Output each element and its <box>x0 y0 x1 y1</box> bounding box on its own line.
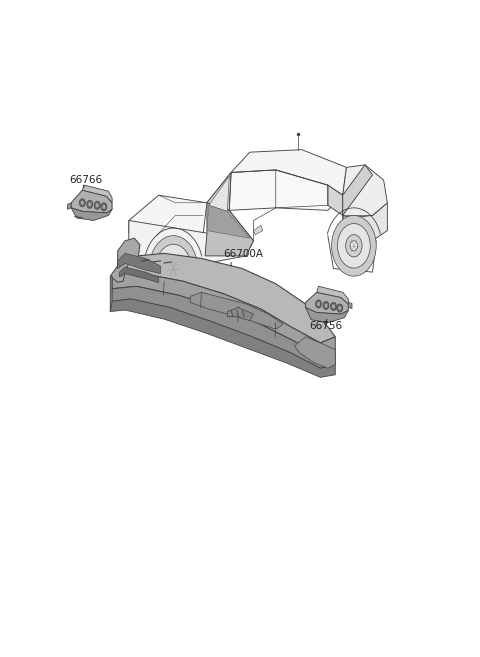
Polygon shape <box>207 205 250 238</box>
Polygon shape <box>71 190 112 213</box>
Circle shape <box>169 263 178 275</box>
Circle shape <box>81 201 84 205</box>
Circle shape <box>350 240 358 251</box>
Polygon shape <box>343 203 387 242</box>
Polygon shape <box>317 286 348 304</box>
Polygon shape <box>110 276 112 311</box>
Polygon shape <box>305 292 348 314</box>
Polygon shape <box>348 302 352 309</box>
Text: 66766: 66766 <box>69 175 102 185</box>
Polygon shape <box>343 165 387 218</box>
Circle shape <box>317 302 320 306</box>
Polygon shape <box>209 176 229 212</box>
Circle shape <box>337 223 370 268</box>
Polygon shape <box>110 299 335 377</box>
Polygon shape <box>207 172 231 210</box>
Polygon shape <box>67 203 71 210</box>
Circle shape <box>324 304 327 307</box>
Polygon shape <box>207 170 343 210</box>
Polygon shape <box>231 150 347 195</box>
Circle shape <box>315 300 322 308</box>
Circle shape <box>337 304 343 312</box>
Circle shape <box>94 201 100 210</box>
Polygon shape <box>129 195 207 236</box>
Polygon shape <box>129 221 253 263</box>
Circle shape <box>346 235 362 257</box>
Polygon shape <box>83 185 112 203</box>
Polygon shape <box>305 307 348 323</box>
Circle shape <box>330 302 336 311</box>
Circle shape <box>156 244 192 293</box>
Text: 66756: 66756 <box>309 321 342 331</box>
Polygon shape <box>129 251 205 273</box>
Circle shape <box>164 256 183 281</box>
Circle shape <box>149 236 198 302</box>
Polygon shape <box>112 254 335 343</box>
Polygon shape <box>228 307 253 321</box>
Circle shape <box>338 306 341 310</box>
Polygon shape <box>190 292 283 329</box>
Polygon shape <box>294 337 335 368</box>
Polygon shape <box>71 208 112 221</box>
Polygon shape <box>110 238 140 283</box>
Circle shape <box>332 215 376 276</box>
Polygon shape <box>205 203 253 256</box>
Circle shape <box>102 205 106 209</box>
Polygon shape <box>118 254 160 273</box>
Polygon shape <box>253 225 263 235</box>
Polygon shape <box>129 221 203 243</box>
Circle shape <box>88 202 91 206</box>
Polygon shape <box>111 286 335 368</box>
Text: 66700A: 66700A <box>224 249 264 259</box>
Polygon shape <box>343 165 372 215</box>
Circle shape <box>323 302 329 309</box>
Polygon shape <box>120 267 158 283</box>
Polygon shape <box>328 185 343 215</box>
Circle shape <box>101 203 107 211</box>
Circle shape <box>79 198 85 207</box>
Circle shape <box>332 304 335 309</box>
Circle shape <box>87 200 93 208</box>
Circle shape <box>96 203 99 208</box>
Polygon shape <box>112 266 335 355</box>
